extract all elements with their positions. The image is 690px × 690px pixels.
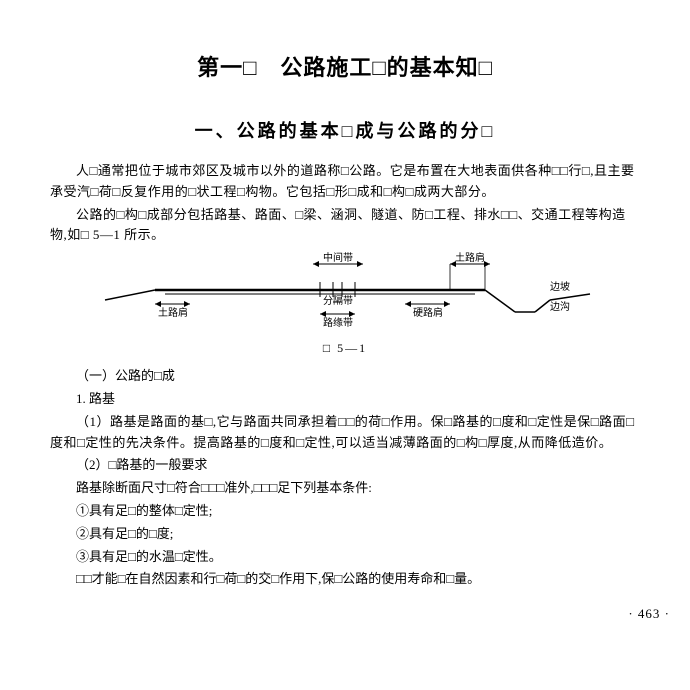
label-separator: 分隔带 — [323, 295, 353, 307]
diagram-caption: □ 5—1 — [50, 341, 640, 356]
list-item-2: ②具有足□的□度; — [50, 524, 640, 545]
list-item-3: ③具有足□的水温□定性。 — [50, 547, 640, 568]
label-edge-strip: 路缘带 — [323, 316, 353, 329]
list-item-1: ①具有足□的整体□定性; — [50, 501, 640, 522]
paragraph-1: 人□通常把位于城市郊区及城市以外的道路称□公路。它是布置在大地表面供各种□□行□… — [50, 161, 640, 203]
heading-2: 1. 路基 — [50, 389, 640, 410]
heading-3: （2）□路基的一般要求 — [50, 455, 640, 476]
label-hard-shoulder: 硬路肩 — [413, 306, 443, 319]
label-median: 中间带 — [323, 252, 353, 264]
chapter-title: 第一□ 公路施工□的基本知□ — [50, 50, 640, 82]
document-page: 第一□ 公路施工□的基本知□ 一、公路的基本□成与公路的分□ 人□通常把位于城市… — [0, 0, 690, 602]
label-side-slope: 边坡 — [550, 280, 570, 293]
road-cross-section-svg: 中间带 分隔带 路缘带 土路肩 土路肩 硬路肩 — [95, 252, 595, 330]
label-shoulder-left: 土路肩 — [158, 306, 188, 319]
paragraph-3: （1）路基是路面的基□,它与路面共同承担着□□的荷□作用。保□路基的□度和□定性… — [50, 412, 640, 454]
cross-section-diagram: 中间带 分隔带 路缘带 土路肩 土路肩 硬路肩 — [50, 252, 640, 335]
label-side-ditch: 边沟 — [550, 300, 570, 313]
paragraph-2: 公路的□构□成部分包括路基、路面、□梁、涵洞、隧道、防□工程、排水□□、交通工程… — [50, 205, 640, 247]
paragraph-5: □□才能□在自然因素和行□荷□的交□作用下,保□公路的使用寿命和□量。 — [50, 569, 640, 590]
section-title: 一、公路的基本□成与公路的分□ — [50, 117, 640, 143]
heading-1: （一）公路的□成 — [50, 366, 640, 387]
label-shoulder-right: 土路肩 — [455, 252, 485, 264]
paragraph-4: 路基除断面尺寸□符合□□□准外,□□□足下列基本条件: — [50, 478, 640, 499]
page-number: · 463 · — [0, 606, 690, 622]
